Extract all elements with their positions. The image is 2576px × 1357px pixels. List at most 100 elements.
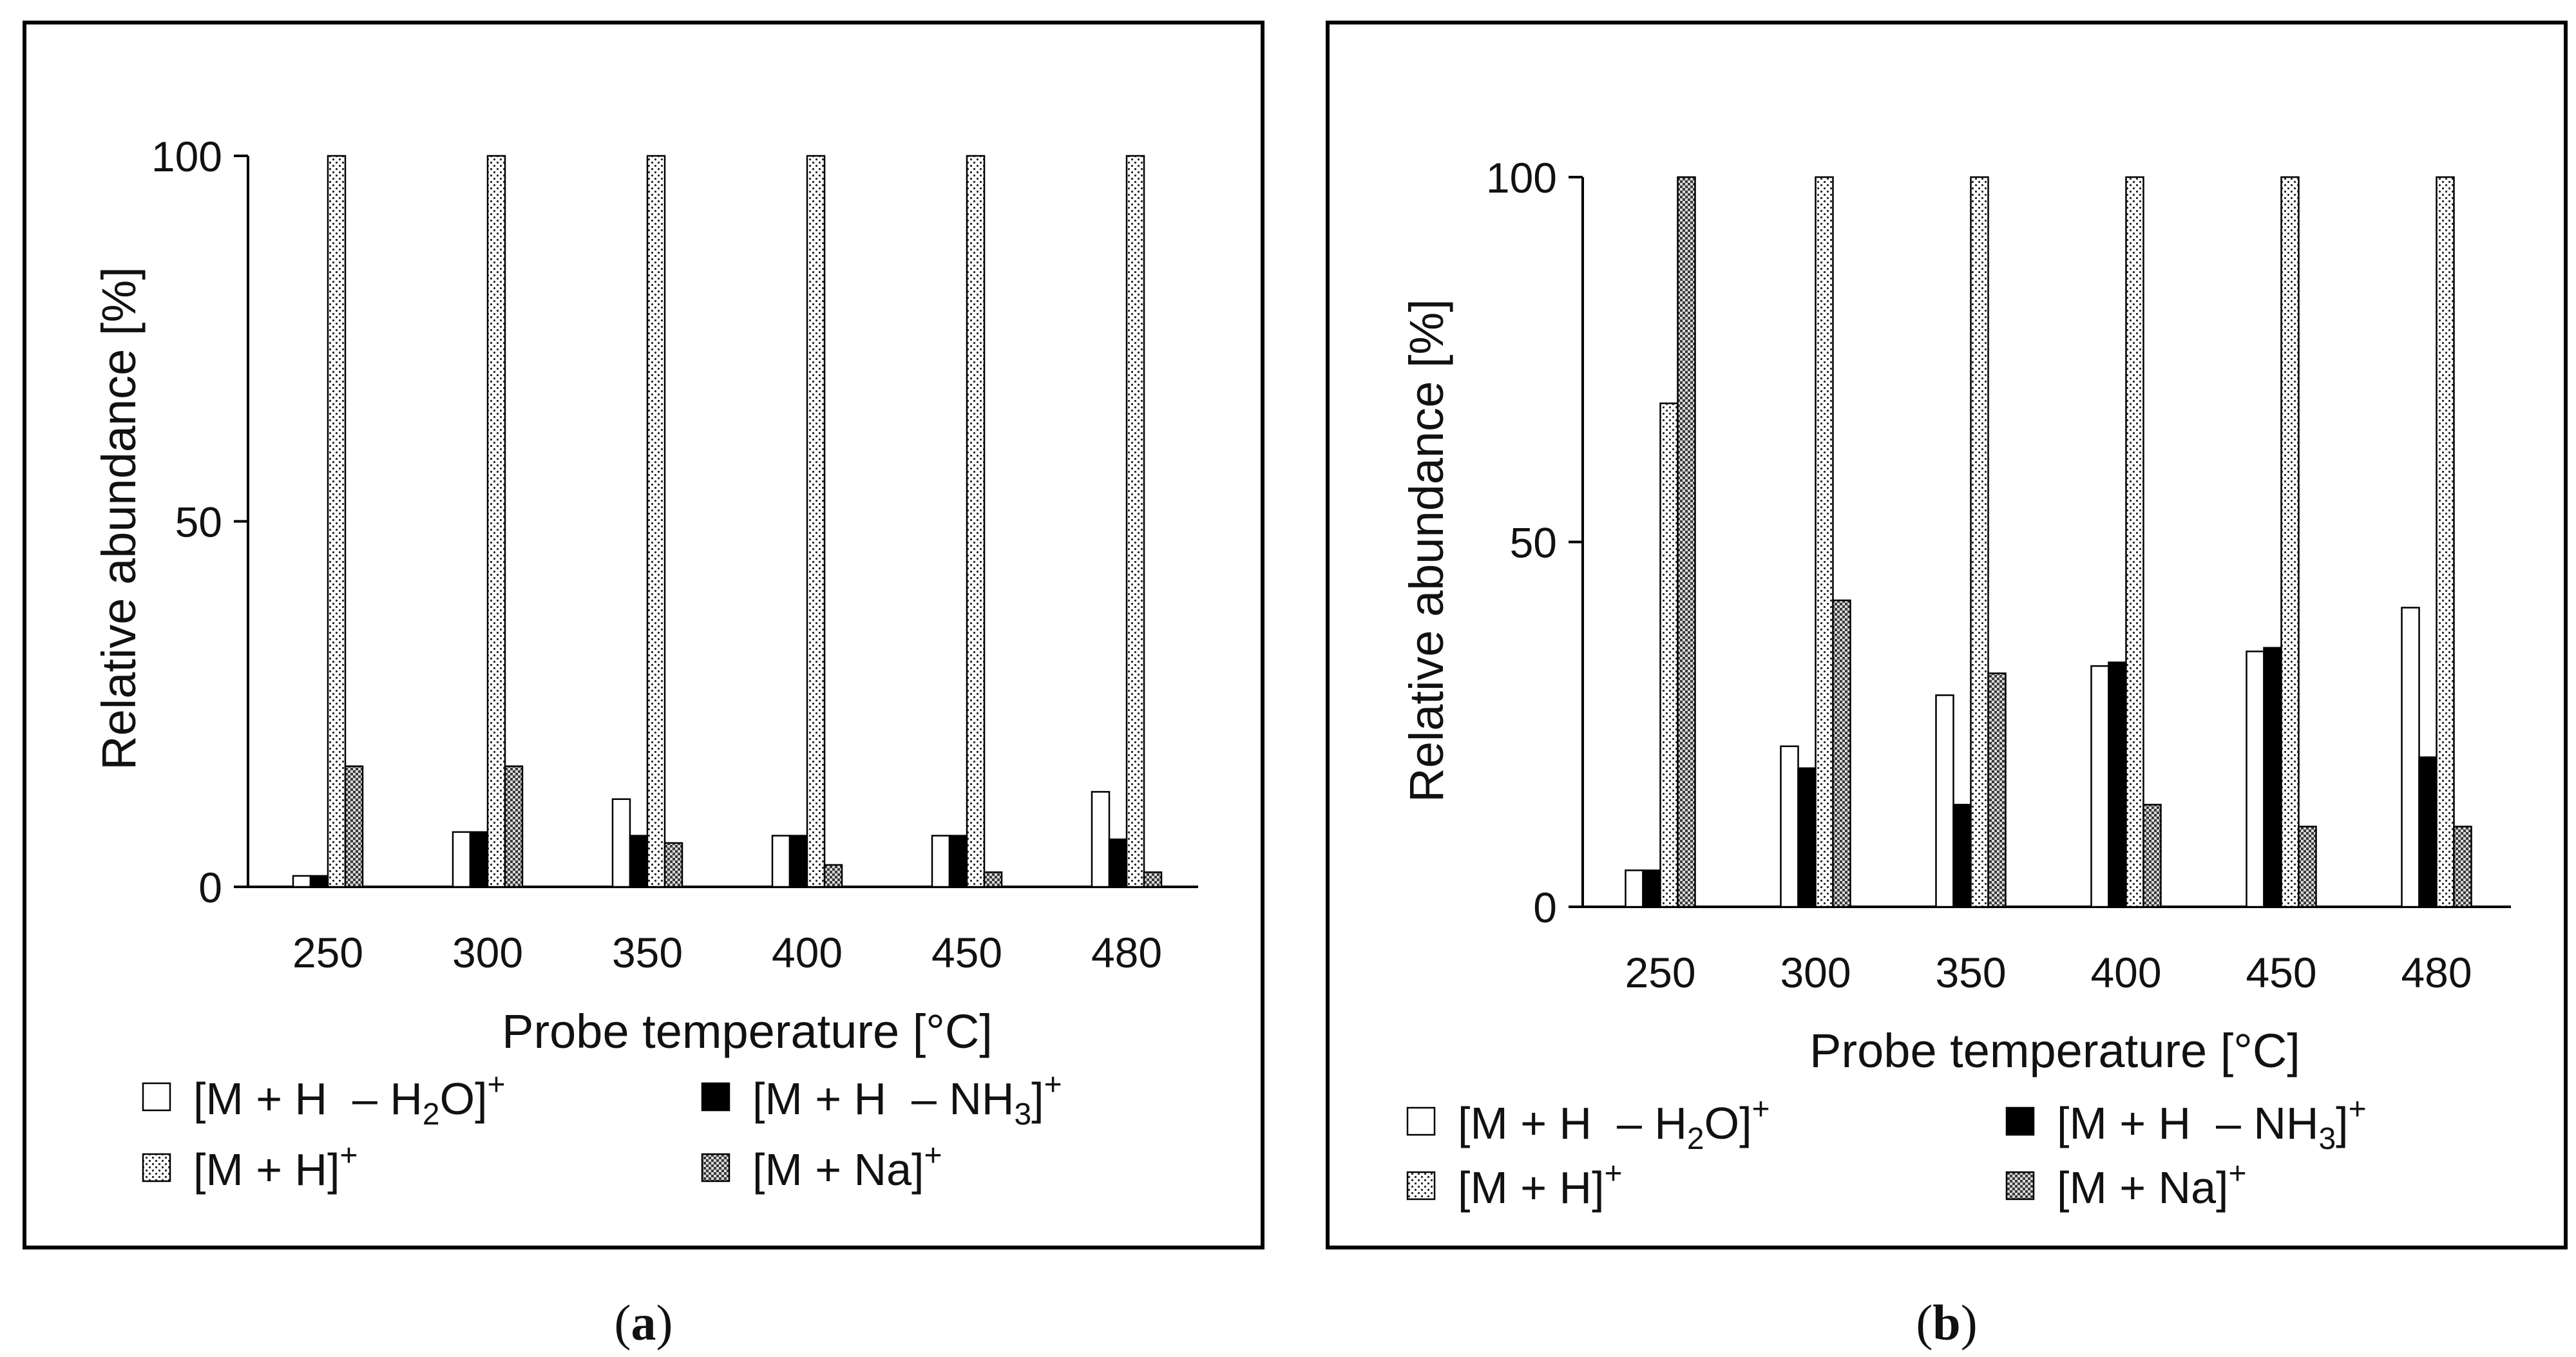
legend: [M + H – H2O]+ [M + H – NH3]+ [M + H]+ [M +… — [1406, 1092, 2367, 1213]
legend-label: [M + H – NH3]+ — [2057, 1092, 2367, 1156]
bar — [486, 155, 506, 888]
legend: [M + H – H2O]+ [M + H – NH3]+ [M + H]+ [M +… — [142, 1068, 1062, 1195]
bar — [948, 835, 968, 888]
bar — [309, 875, 329, 888]
bar — [1677, 176, 1696, 908]
bar — [771, 835, 791, 888]
x-axis-label: Probe temperature [°C] — [502, 1005, 993, 1058]
x-tick-label: 480 — [1091, 929, 1162, 976]
x-tick-label: 250 — [292, 929, 363, 976]
legend-label: [M + H – NH3]+ — [752, 1068, 1062, 1132]
legend-entry: [M + H – NH3]+ — [2005, 1092, 2367, 1156]
bar — [2453, 826, 2472, 908]
bar — [646, 155, 666, 888]
legend-swatch — [142, 1082, 171, 1112]
y-axis-label: Relative abundance [%] — [92, 267, 146, 770]
bar — [504, 765, 524, 888]
legend-entry: [M + Na]+ — [2005, 1157, 2247, 1213]
bar — [2280, 176, 2300, 908]
legend-swatch — [701, 1153, 730, 1182]
bar — [1780, 745, 1799, 908]
bar — [1625, 869, 1644, 908]
bar — [469, 831, 489, 888]
bar — [1125, 155, 1145, 888]
bar — [2436, 176, 2455, 908]
plot-area: 0 50 100 250 300 350 400 450 480 — [151, 133, 1198, 976]
bar — [788, 835, 808, 888]
legend-swatch — [701, 1082, 730, 1112]
bar — [1970, 176, 1989, 908]
legend-swatch — [1406, 1106, 1436, 1136]
bar — [2125, 176, 2144, 908]
x-tick-label: 450 — [931, 929, 1002, 976]
bar — [1091, 791, 1111, 888]
plot-area: 0 50 100 250 300 350 400 450 480 — [1486, 154, 2511, 996]
legend-swatch — [2005, 1171, 2035, 1200]
bar — [806, 155, 826, 888]
bar — [983, 871, 1003, 888]
bar — [452, 831, 472, 888]
x-tick-label: 400 — [772, 929, 843, 976]
bar — [2090, 665, 2110, 908]
bar — [2401, 607, 2420, 908]
chart-panel-a: 0 50 100 250 300 350 400 450 480 Relative abunda… — [23, 21, 1264, 1249]
bar — [2142, 804, 2162, 908]
bar — [1952, 804, 1972, 908]
legend-entry: [M + H – H2O]+ — [1406, 1092, 1770, 1156]
bar — [1642, 869, 1661, 908]
bar — [966, 155, 986, 888]
x-tick-label: 400 — [2090, 949, 2161, 996]
legend-entry: [M + H – H2O]+ — [142, 1068, 506, 1132]
panel-frame — [23, 21, 1264, 1249]
chart-panel-b: 0 50 100 250 300 350 400 450 480 Relative abunda… — [1326, 21, 2568, 1249]
bar — [2246, 650, 2265, 908]
legend-label: [M + H]+ — [1458, 1157, 1623, 1213]
bar — [931, 835, 951, 888]
y-tick-label: 0 — [1533, 884, 1557, 931]
legend-entry: [M + Na]+ — [701, 1139, 942, 1195]
bar — [2418, 756, 2438, 908]
legend-swatch — [2005, 1106, 2035, 1136]
x-tick-label: 300 — [1780, 949, 1851, 996]
legend-entry: [M + H]+ — [142, 1139, 358, 1195]
legend-label: [M + H – H2O]+ — [1458, 1092, 1770, 1156]
bar — [1108, 838, 1128, 888]
legend-label: [M + Na]+ — [752, 1139, 942, 1195]
panel-caption-b: (b) — [1916, 1295, 1977, 1351]
bar — [629, 835, 649, 888]
x-tick-label: 350 — [1935, 949, 2006, 996]
legend-label: [M + H]+ — [193, 1139, 358, 1195]
x-tick-label: 250 — [1625, 949, 1695, 996]
bar — [2108, 661, 2127, 908]
legend-swatch — [1406, 1171, 1436, 1200]
panel-frame — [1326, 21, 2568, 1249]
y-axis-label: Relative abundance [%] — [1400, 299, 1453, 802]
bar — [2263, 647, 2282, 908]
y-tick-label: 50 — [175, 498, 222, 546]
legend-label: [M + H – H2O]+ — [193, 1068, 506, 1132]
x-tick-label: 300 — [452, 929, 523, 976]
bar — [1143, 871, 1163, 888]
bar — [1797, 767, 1817, 908]
bar — [611, 798, 631, 888]
bar — [1935, 694, 1954, 908]
panel-caption-a: (a) — [615, 1295, 673, 1351]
y-tick-label: 0 — [198, 864, 222, 911]
y-tick-label: 50 — [1510, 519, 1557, 567]
y-tick-label: 100 — [151, 133, 222, 180]
bar — [1659, 402, 1679, 908]
x-tick-label: 350 — [612, 929, 683, 976]
legend-entry: [M + H – NH3]+ — [701, 1068, 1062, 1132]
bar — [2298, 826, 2317, 908]
legend-swatch — [142, 1153, 171, 1182]
bar — [292, 875, 312, 888]
x-axis-label: Probe temperature [°C] — [1809, 1024, 2300, 1077]
x-tick-label: 450 — [2246, 949, 2316, 996]
legend-label: [M + Na]+ — [2057, 1157, 2247, 1213]
bar — [823, 864, 843, 888]
legend-entry: [M + H]+ — [1406, 1157, 1623, 1213]
y-tick-label: 100 — [1486, 154, 1557, 202]
bar — [327, 155, 347, 888]
bar — [344, 765, 364, 888]
